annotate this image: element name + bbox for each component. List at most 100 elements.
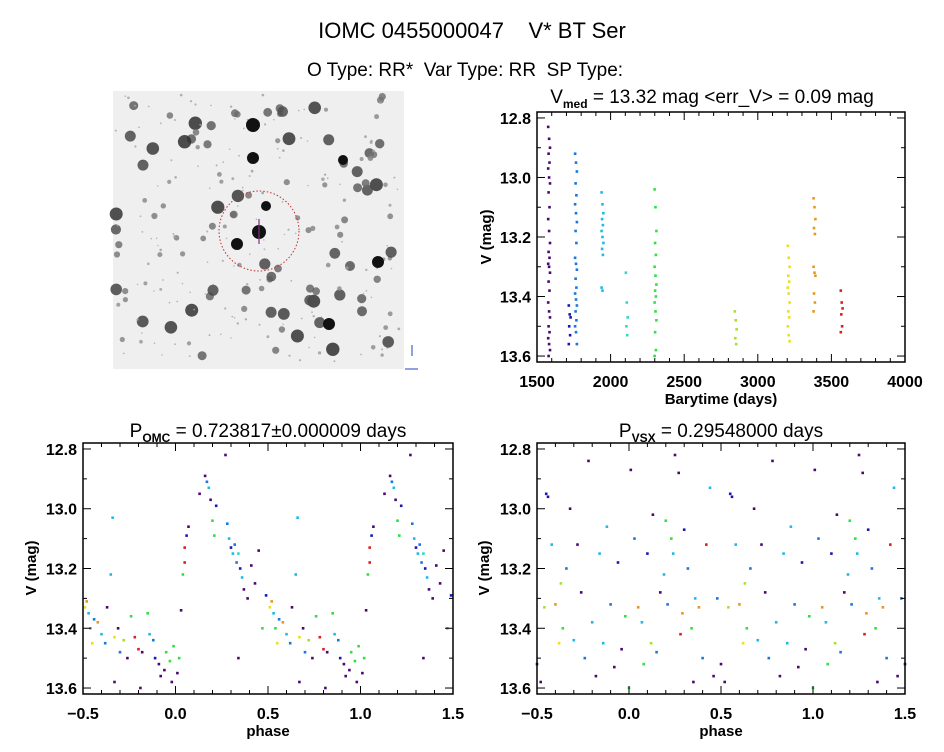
data-point [118, 650, 122, 654]
data-point [442, 549, 445, 552]
data-point [116, 627, 120, 630]
data-point [396, 519, 399, 522]
data-point [163, 668, 166, 672]
star [282, 323, 285, 326]
star [329, 247, 341, 259]
data-point [787, 333, 790, 337]
data-point [550, 543, 553, 546]
data-point [804, 647, 807, 651]
star [306, 284, 315, 293]
figure-title: IOMC 0455000047 V* BT Ser [318, 18, 626, 43]
data-point [812, 265, 815, 269]
data-point [543, 606, 546, 609]
data-point [368, 546, 371, 549]
star [283, 179, 290, 186]
data-point [642, 662, 645, 666]
data-point [238, 567, 242, 570]
star [362, 292, 365, 295]
data-point [590, 621, 594, 624]
data-point [92, 618, 96, 621]
data-point [575, 220, 579, 224]
star [189, 100, 193, 103]
data-point [839, 330, 843, 334]
data-point [569, 316, 572, 319]
data-point [601, 223, 605, 227]
data-point [786, 325, 790, 328]
star [323, 134, 335, 146]
star [381, 348, 383, 351]
star [141, 231, 144, 233]
target-circle [218, 190, 300, 272]
data-point [653, 188, 656, 191]
data-point [211, 519, 214, 522]
star [322, 182, 328, 188]
data-point [574, 298, 578, 301]
star [136, 283, 139, 286]
star [325, 262, 331, 268]
star [206, 230, 209, 233]
star [376, 267, 378, 270]
x-tick-label: 2500 [666, 374, 702, 391]
star [263, 107, 273, 117]
data-point [311, 656, 314, 660]
data-point [741, 641, 745, 645]
y-tick-label: 13.6 [46, 681, 77, 698]
data-point [548, 256, 551, 260]
y-tick-label: 13.0 [500, 170, 531, 187]
star [151, 212, 158, 220]
data-point [600, 286, 603, 289]
data-point [231, 552, 235, 555]
star [166, 112, 174, 119]
star [382, 336, 395, 348]
data-point [547, 152, 550, 155]
data-point [427, 588, 431, 591]
data-point [185, 534, 188, 537]
star [159, 248, 162, 252]
x-tick-label: −0.5 [521, 706, 553, 723]
data-point [237, 552, 240, 555]
data-point [830, 552, 833, 555]
star [259, 279, 262, 281]
data-point [833, 641, 837, 645]
star [110, 224, 121, 235]
plot-frame [82, 442, 454, 695]
data-point [281, 621, 285, 624]
star [146, 142, 160, 155]
data-point [655, 319, 658, 322]
data-point [349, 650, 353, 654]
data-point [785, 641, 789, 645]
star [136, 315, 149, 328]
data-point [568, 507, 572, 510]
data-point [296, 516, 299, 519]
data-point [572, 638, 576, 642]
star [370, 296, 373, 299]
y-tick-label: 12.8 [500, 442, 531, 459]
data-point [814, 217, 817, 221]
data-point [431, 597, 434, 600]
data-point [100, 632, 103, 636]
data-point [325, 650, 329, 654]
data-point [557, 641, 561, 645]
y-tick-label: 13.6 [500, 349, 531, 366]
data-point [423, 567, 427, 570]
star [314, 317, 326, 329]
y-tick-label: 13.0 [46, 502, 77, 519]
star [173, 235, 177, 239]
data-point [839, 289, 843, 292]
data-point [253, 582, 257, 585]
data-point [841, 307, 844, 310]
star [308, 346, 310, 349]
star [318, 351, 322, 355]
data-point [314, 615, 318, 618]
data-point [826, 662, 829, 666]
star [362, 184, 373, 196]
data-point [233, 543, 236, 546]
star [244, 318, 248, 321]
data-point [362, 656, 366, 660]
data-point [712, 674, 715, 678]
data-point [575, 194, 578, 197]
data-point [146, 612, 149, 615]
data-point [813, 301, 817, 304]
data-point [655, 283, 658, 286]
y-axis-label: V (mag) [476, 540, 493, 595]
